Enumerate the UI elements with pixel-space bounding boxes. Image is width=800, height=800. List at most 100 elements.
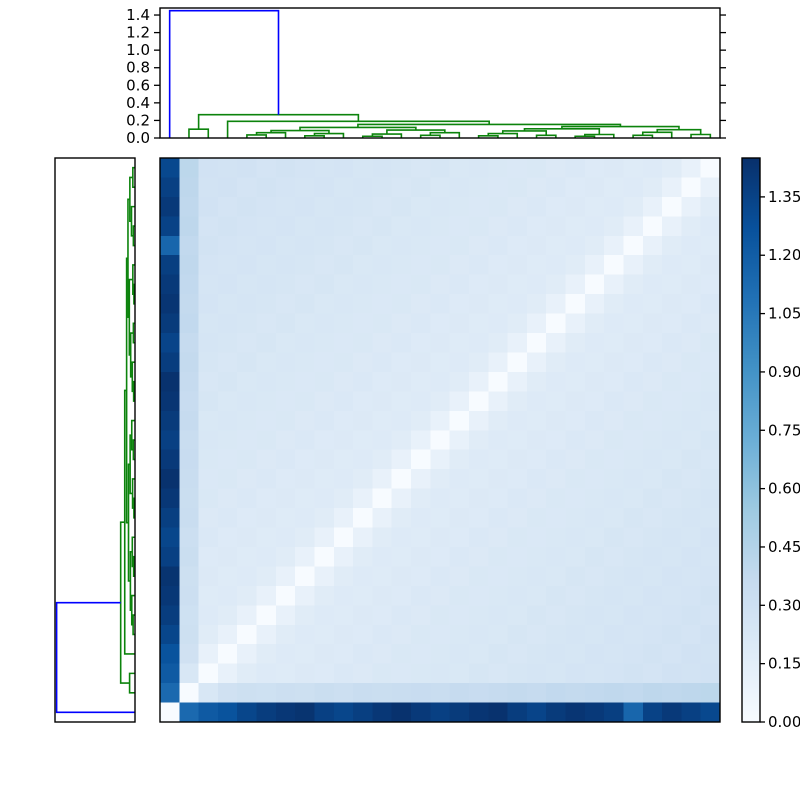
heatmap-cell [565,196,586,217]
heatmap-cell [468,566,489,587]
heatmap-cell [391,566,412,587]
heatmap-cell [275,469,296,490]
heatmap-cell [237,352,258,373]
heatmap-cell [546,333,567,353]
heatmap-cell [198,702,219,723]
heatmap-cell [179,566,200,587]
heatmap-cell [198,371,219,392]
heatmap-cell [565,566,586,587]
heatmap-cell [546,313,567,334]
heatmap-cell [449,488,470,509]
heatmap-cell [372,430,393,451]
heatmap-cell [584,508,605,529]
heatmap-cell [468,488,489,509]
heatmap-cell [198,546,219,567]
heatmap-cell [468,430,489,451]
heatmap-cell [449,566,470,587]
heatmap-cell [217,294,238,315]
heatmap-cell [275,683,296,704]
heatmap-cell [488,702,509,723]
heatmap-cell [662,449,682,470]
heatmap-cell [565,624,586,645]
heatmap-cell [430,585,451,606]
heatmap-cell [526,546,547,567]
heatmap-cell [314,546,335,567]
heatmap-cell [256,255,277,276]
heatmap-cell [681,371,702,392]
heatmap-cell [468,216,489,237]
heatmap-cell [507,274,528,295]
colorbar-tick-label: 1.05 [768,305,800,323]
heatmap-cell [700,683,721,704]
heatmap-cell [372,274,393,295]
heatmap-cell [217,702,238,723]
heatmap-cell [468,585,489,606]
heatmap-cell [237,333,258,353]
heatmap-cell [217,430,238,451]
heatmap-cell [353,255,373,276]
heatmap-cell [391,702,412,723]
heatmap-cell [662,313,682,334]
heatmap-cell [565,488,586,509]
top-axis-tick-label: 1.4 [126,6,150,24]
heatmap-cell [449,469,470,490]
heatmap-cell [449,585,470,606]
heatmap-cell [256,430,277,451]
heatmap-cell [623,449,644,470]
heatmap-cell [584,702,605,723]
heatmap-cell [662,410,682,431]
heatmap-cell [565,585,586,606]
heatmap-cell [391,605,412,626]
heatmap-cell [275,527,296,548]
heatmap-cell [642,235,663,256]
heatmap-cell [333,274,354,295]
heatmap-cell [160,585,180,606]
heatmap-cell [604,294,624,315]
heatmap-cell [681,663,702,684]
heatmap-cell [256,352,277,373]
heatmap-cell [700,352,721,373]
heatmap-cell [623,663,644,684]
heatmap-cell [430,196,451,217]
heatmap-cell [314,430,335,451]
heatmap-cell [160,391,180,412]
heatmap-cell [256,391,277,412]
heatmap-cell [256,196,277,217]
heatmap-cell [411,216,431,237]
heatmap-cell [604,566,624,587]
heatmap-cell [681,527,702,548]
heatmap-cell [507,683,528,704]
heatmap-cell [700,449,721,470]
heatmap-cell [507,605,528,626]
heatmap-cell [391,255,412,276]
heatmap-cell [468,546,489,567]
heatmap-cell [256,294,277,315]
heatmap-cell [526,177,547,198]
heatmap-cell [584,274,605,295]
heatmap-cell [198,333,219,353]
heatmap-cell [391,352,412,373]
heatmap-cell [411,527,431,548]
heatmap-cell [584,313,605,334]
heatmap-cell [430,546,451,567]
heatmap-cell [662,371,682,392]
heatmap-cell [623,274,644,295]
heatmap-cell [353,566,373,587]
heatmap-cell [468,274,489,295]
heatmap-cell [604,333,624,353]
heatmap-cell [256,410,277,431]
heatmap-cell [642,508,663,529]
top-axis-tick-label: 1.2 [126,24,150,42]
heatmap-cell [179,313,200,334]
heatmap-cell [160,624,180,645]
heatmap-cell [295,158,315,178]
heatmap-cell [198,158,219,178]
heatmap-cell [275,624,296,645]
heatmap-cell [584,255,605,276]
heatmap-cell [160,313,180,334]
heatmap-cell [488,158,509,178]
heatmap-cell [353,410,373,431]
heatmap-cell [565,644,586,665]
heatmap-cell [565,313,586,334]
colorbar-tick-label: 0.60 [768,480,800,498]
